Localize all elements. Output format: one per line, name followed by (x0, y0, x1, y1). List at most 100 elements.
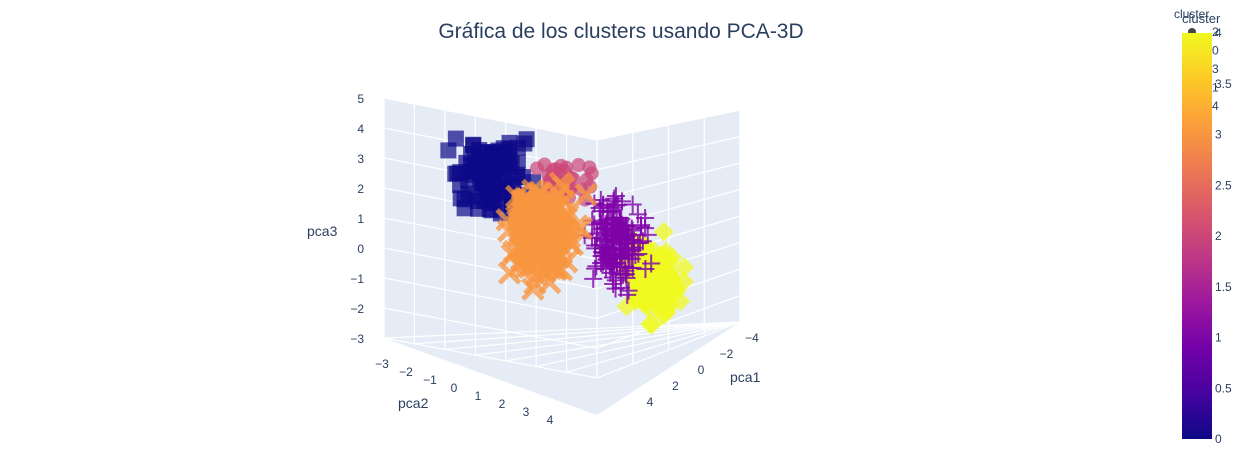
colorbar-tick-label: 4 (1215, 26, 1222, 40)
grid-line (383, 277, 598, 320)
grid-line (566, 321, 741, 373)
grid-line (444, 321, 741, 351)
cluster-point (656, 302, 677, 323)
cluster-point (588, 224, 607, 243)
colorbar-tick-label: 3 (1215, 128, 1222, 142)
z-tick-label: −3 (350, 332, 364, 346)
cluster-point (516, 225, 540, 249)
cluster-point (638, 225, 657, 244)
cluster-point (469, 157, 486, 174)
grid-line (383, 247, 598, 290)
floor-plane (384, 322, 740, 415)
colorbar-tick-label: 1.5 (1215, 280, 1232, 294)
cluster-point (657, 248, 678, 269)
cluster-point (601, 263, 620, 282)
colorbar-tick-label: 3.5 (1215, 77, 1232, 91)
colorbar-tick-label: 0.5 (1215, 381, 1232, 395)
cluster-point (604, 275, 623, 294)
cluster-point (584, 269, 603, 288)
cluster-point (530, 161, 545, 176)
z-tick-label: 3 (357, 152, 364, 166)
colorbar-title: cluster (1182, 11, 1221, 26)
cluster-point (653, 221, 674, 242)
cluster-point (628, 205, 647, 224)
cluster-point (440, 142, 457, 159)
grid-line (475, 321, 741, 356)
y-axis-title: pca2 (398, 395, 429, 411)
grid-line (383, 97, 598, 141)
cluster-point (636, 260, 655, 279)
legend-item-label: 2 (1212, 25, 1219, 39)
cluster-point (490, 151, 507, 168)
cluster-point (611, 226, 630, 245)
cluster-point (475, 177, 492, 194)
y-tick-label: −2 (399, 365, 413, 379)
cluster-point (471, 144, 488, 161)
y-tick-label: −3 (375, 357, 389, 371)
cluster-point (600, 248, 619, 267)
cluster-point (521, 248, 546, 273)
cluster-point (582, 160, 597, 175)
grid-line (505, 321, 741, 362)
cluster-point (597, 250, 616, 269)
colorbar-tick-label: 0 (1215, 432, 1222, 446)
cluster-point (638, 285, 659, 306)
cluster-point (598, 219, 617, 238)
cluster-point (674, 257, 695, 278)
legend-item-label: 4 (1212, 99, 1219, 113)
cluster-point (591, 235, 610, 254)
y-tick-label: 2 (499, 397, 506, 411)
z-axis-title: pca3 (307, 223, 338, 239)
cluster-point (642, 314, 663, 335)
cluster-point (648, 267, 669, 288)
grid-line (414, 321, 741, 345)
cluster-point (617, 268, 636, 287)
x-tick-label: 4 (647, 395, 654, 409)
cluster-point (606, 279, 625, 298)
colorbar: cluster 43.532.521.510.50 (1182, 11, 1232, 446)
cluster-point (604, 198, 623, 217)
x-tick-label: 2 (672, 379, 679, 393)
z-tick-label: 1 (357, 212, 364, 226)
x-tick-label: −4 (745, 331, 759, 345)
colorbar-gradient (1182, 33, 1212, 439)
z-tick-label: 5 (357, 92, 364, 106)
cluster-point (607, 230, 626, 249)
cluster-point (624, 231, 643, 250)
cluster-point (571, 158, 586, 173)
legend-item-label: 0 (1212, 44, 1219, 58)
cluster-point (643, 240, 664, 261)
axis-ticks: 5 4 3 2 1 0 −1 −2 −3 −3 −2 −1 0 1 2 3 4 −4 −2 0 2 4 (350, 92, 759, 427)
cluster-point (626, 274, 647, 295)
y-tick-label: −1 (423, 373, 437, 387)
colorbar-tick-label: 1 (1215, 331, 1222, 345)
grid-line (536, 321, 741, 368)
chart-title: Gráfica de los clusters usando PCA-3D (438, 20, 803, 43)
cluster-point (619, 281, 638, 300)
grid-line (383, 307, 598, 349)
cluster-point (460, 172, 477, 189)
z-tick-label: −1 (350, 272, 364, 286)
z-tick-label: 4 (357, 122, 364, 136)
cluster-point (586, 259, 605, 278)
x-tick-label: −2 (720, 347, 734, 361)
cluster-point (548, 171, 573, 196)
cluster-point (509, 169, 526, 186)
cluster-point (542, 188, 566, 213)
z-tick-label: 2 (357, 182, 364, 196)
cluster-point (456, 200, 473, 217)
legend-item-label: 1 (1212, 81, 1219, 95)
cluster-point (493, 179, 510, 196)
grid-line (383, 337, 598, 379)
legend-title: cluster (1174, 7, 1209, 21)
cluster-point (518, 131, 535, 148)
z-tick-label: 0 (357, 242, 364, 256)
grid-line (383, 321, 741, 339)
colorbar-tick-label: 2 (1215, 229, 1222, 243)
cluster-point (623, 195, 642, 214)
legend-item-label: 3 (1212, 62, 1219, 76)
x-tick-label: 0 (698, 363, 705, 377)
y-tick-label: 3 (523, 405, 530, 419)
y-tick-label: 0 (451, 381, 458, 395)
